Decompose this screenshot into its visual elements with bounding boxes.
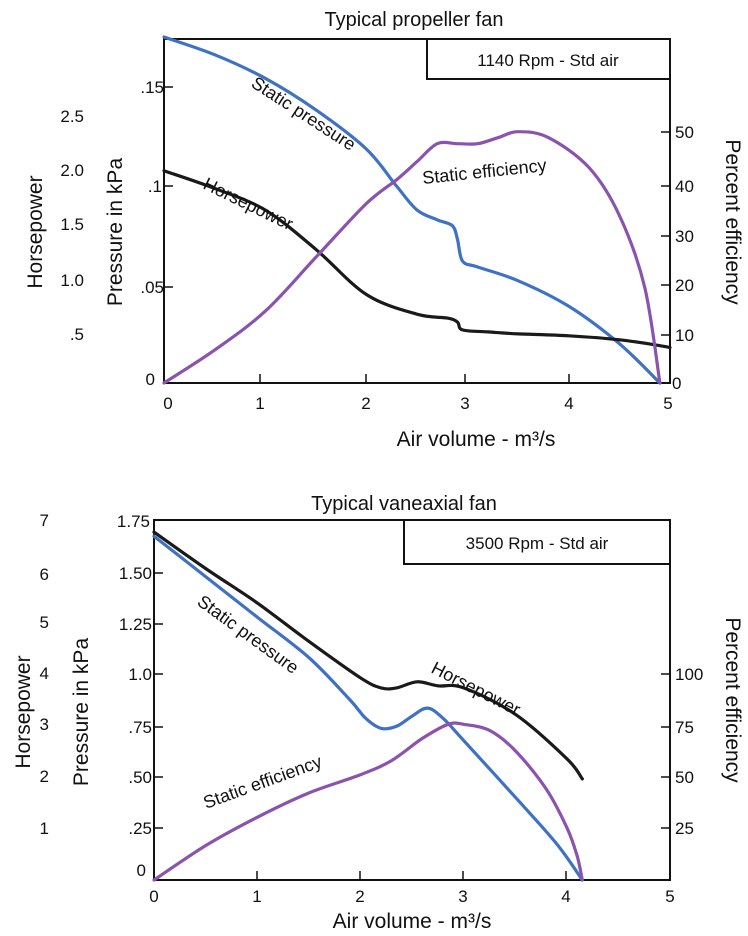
hp-tick-label: 4 <box>40 664 49 683</box>
static-efficiency-curve <box>152 721 584 882</box>
legend-box: 1140 Rpm - Std air <box>426 38 671 80</box>
x-ticks <box>256 871 567 880</box>
static-pressure-label: Static pressure <box>194 591 303 678</box>
pressure-tick-label: 1.0 <box>128 665 152 684</box>
efficiency-tick-label: 0 <box>672 374 681 393</box>
pressure-tick-label: .05 <box>140 278 164 297</box>
x-tick-label: 1 <box>252 887 261 906</box>
x-tick-label: 5 <box>663 394 672 413</box>
efficiency-axis-label: Percent efficiency <box>721 139 744 305</box>
x-tick-label: 2 <box>355 887 364 906</box>
pressure-tick-label: .50 <box>128 768 152 787</box>
pressure-tick-label: .15 <box>140 78 164 97</box>
pressure-axis-label: Pressure in kPa <box>104 158 127 307</box>
x-tick-label: 1 <box>255 394 264 413</box>
pressure-tick-label: .1 <box>148 177 162 196</box>
legend-box: 3500 Rpm - Std air <box>403 519 671 565</box>
efficiency-tick-label: 100 <box>675 665 703 684</box>
x-ticks <box>259 374 570 383</box>
annotation-box <box>403 519 671 565</box>
efficiency-tick-label: 50 <box>675 123 694 142</box>
pressure-axis-label: Pressure in kPa <box>70 638 93 787</box>
pressure-tick-label: 1.50 <box>119 564 152 583</box>
efficiency-tick-label: 25 <box>675 819 694 838</box>
x-tick-label: 5 <box>665 887 674 906</box>
pressure-tick-label: 0 <box>137 861 146 880</box>
horsepower-axis-label: Horsepower <box>24 175 47 288</box>
horsepower-label: Horsepower <box>200 174 296 235</box>
x-tick-label: 4 <box>564 394 573 413</box>
hp-tick-label: 5 <box>40 613 49 632</box>
efficiency-tick-label: 50 <box>675 768 694 787</box>
efficiency-ticks <box>661 131 670 336</box>
hp-tick-label: 6 <box>40 565 49 584</box>
hp-tick-label: 7 <box>40 511 49 530</box>
hp-tick-label: 1.5 <box>60 215 84 234</box>
x-tick-label: 4 <box>561 887 570 906</box>
chart-title: Typical propeller fan <box>325 9 504 31</box>
efficiency-axis-label: Percent efficiency <box>721 617 744 783</box>
x-axis-label: Air volume - m³/s <box>397 428 556 451</box>
efficiency-tick-label: 30 <box>675 227 694 246</box>
rpm-annotation: 1140 Rpm - Std air <box>477 51 619 70</box>
efficiency-tick-label: 40 <box>675 177 694 196</box>
plot-frame <box>153 519 671 881</box>
rpm-annotation: 3500 Rpm - Std air <box>466 534 609 553</box>
static-efficiency-label: Static efficiency <box>201 751 325 812</box>
static-pressure-label: Static pressure <box>248 73 360 155</box>
pressure-tick-label: 1.75 <box>117 512 150 531</box>
pressure-ticks <box>154 572 163 829</box>
hp-tick-label: .5 <box>70 325 84 344</box>
hp-tick-label: 2.0 <box>60 161 84 180</box>
hp-tick-label: 1 <box>40 819 49 838</box>
x-tick-label: 3 <box>458 887 467 906</box>
hp-tick-label: 1.0 <box>60 271 84 290</box>
x-tick-label: 2 <box>361 394 370 413</box>
static-pressure-curve <box>162 35 662 385</box>
efficiency-tick-label: 75 <box>675 718 694 737</box>
pressure-tick-label: .25 <box>128 819 152 838</box>
x-tick-label: 0 <box>163 394 172 413</box>
static-pressure-curve <box>152 534 584 882</box>
pressure-tick-label: 1.25 <box>119 615 152 634</box>
hp-tick-label: 3 <box>40 715 49 734</box>
annotation-box <box>426 38 671 80</box>
horsepower-curve <box>152 530 584 781</box>
hp-tick-label: 2 <box>40 767 49 786</box>
x-tick-label: 3 <box>460 394 469 413</box>
efficiency-ticks <box>661 673 670 829</box>
vaneaxial-fan-chart: Typical vaneaxial fan 3500 Rpm - Std air… <box>12 493 744 933</box>
efficiency-tick-label: 20 <box>675 276 694 295</box>
chart-title: Typical vaneaxial fan <box>311 493 497 515</box>
static-efficiency-label: Static efficiency <box>421 155 547 188</box>
propeller-fan-chart: Typical propeller fan 1140 Rpm - Std air… <box>24 9 744 451</box>
horsepower-label: Horsepower <box>428 658 524 720</box>
horsepower-axis-label: Horsepower <box>12 655 35 768</box>
efficiency-tick-label: 10 <box>675 326 694 345</box>
horsepower-curve <box>162 169 672 350</box>
pressure-ticks <box>164 86 173 288</box>
x-axis-label: Air volume - m³/s <box>333 910 492 933</box>
pressure-tick-label: .75 <box>128 718 152 737</box>
plot-frame <box>163 38 671 384</box>
x-tick-label: 0 <box>149 887 158 906</box>
pressure-tick-label: 0 <box>146 370 155 389</box>
hp-tick-label: 2.5 <box>60 107 84 126</box>
static-efficiency-curve <box>162 130 662 385</box>
